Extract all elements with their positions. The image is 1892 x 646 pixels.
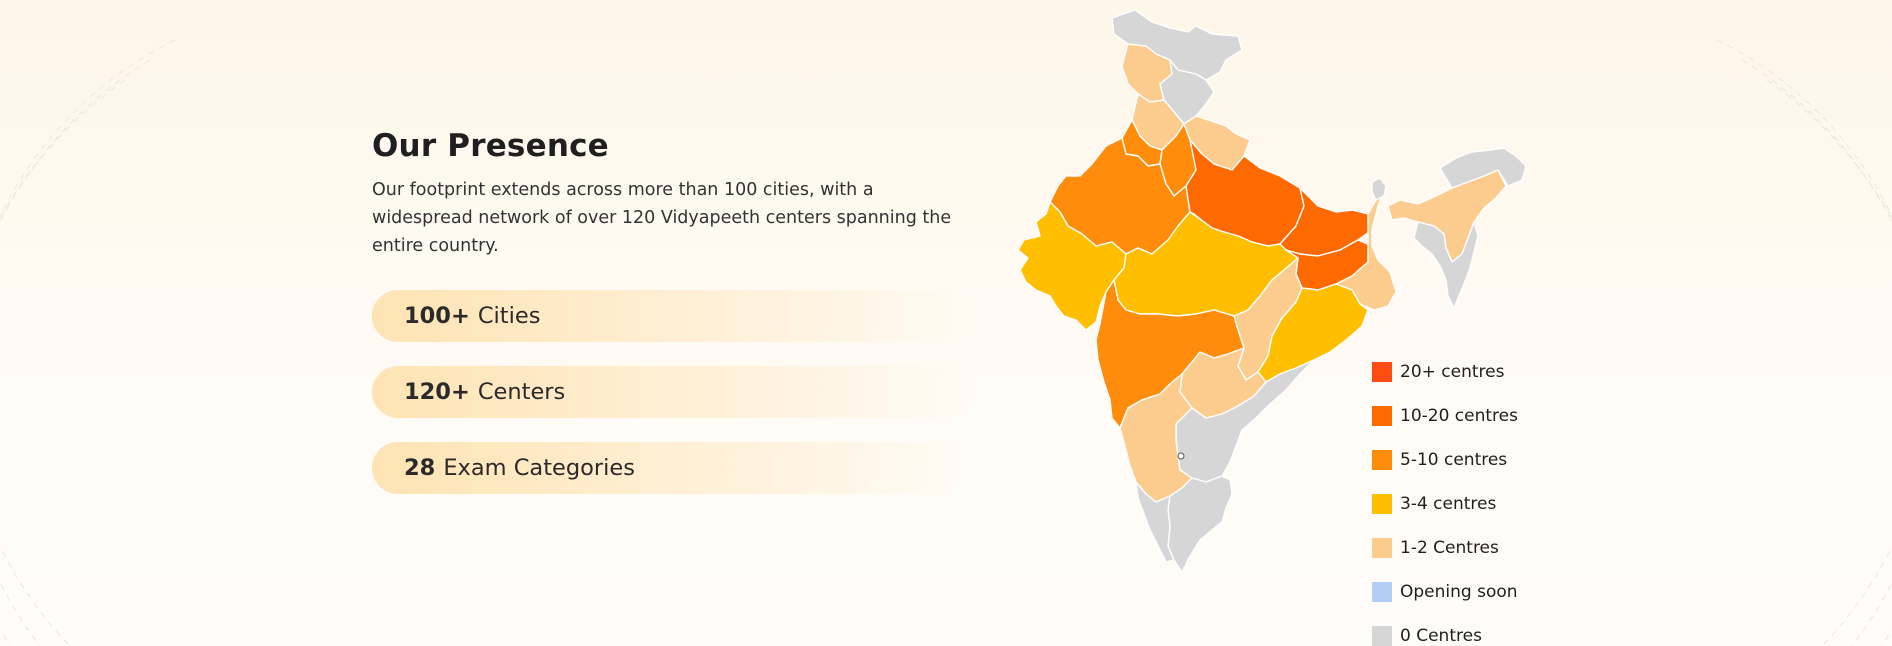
- legend-swatch: [1372, 450, 1392, 470]
- stat-value: 120+: [404, 379, 470, 405]
- legend-swatch: [1372, 494, 1392, 514]
- legend-swatch: [1372, 362, 1392, 382]
- section-description: Our footprint extends across more than 1…: [372, 180, 952, 256]
- india-map: [1015, 6, 1535, 576]
- region-kerala[interactable]: [1135, 481, 1175, 563]
- stat-label: Cities: [477, 303, 541, 329]
- legend-label: 10-20 centres: [1400, 406, 1518, 426]
- map-city-marker: [1177, 452, 1185, 460]
- india-map-svg: [1017, 9, 1527, 573]
- legend-label: 5-10 centres: [1400, 450, 1508, 470]
- legend-label: 20+ centres: [1400, 362, 1505, 382]
- legend-swatch: [1372, 626, 1392, 646]
- region-gujarat[interactable]: [1017, 201, 1127, 331]
- legend-swatch: [1372, 406, 1392, 426]
- legend-label: Opening soon: [1400, 582, 1518, 602]
- stat-cities: 100+ Cities: [372, 290, 972, 342]
- region-northeast[interactable]: [1387, 169, 1507, 263]
- stat-label: Exam Categories: [443, 455, 635, 481]
- legend-label: 0 Centres: [1400, 626, 1482, 646]
- legend-item-10-20: 10-20 centres: [1372, 394, 1582, 438]
- presence-section: Our Presence Our footprint extends acros…: [372, 128, 992, 518]
- stats-list: 100+ Cities 120+ Centers 28 Exam Categor…: [372, 290, 992, 494]
- stat-value: 28: [404, 455, 436, 481]
- legend-item-3-4: 3-4 centres: [1372, 482, 1582, 526]
- legend-swatch: [1372, 538, 1392, 558]
- legend-item-20plus: 20+ centres: [1372, 350, 1582, 394]
- stat-centers: 120+ Centers: [372, 366, 972, 418]
- map-legend: 20+ centres 10-20 centres 5-10 centres 3…: [1372, 350, 1582, 646]
- legend-swatch: [1372, 582, 1392, 602]
- legend-label: 3-4 centres: [1400, 494, 1497, 514]
- stat-exam-categories: 28 Exam Categories: [372, 442, 972, 494]
- region-arunachal[interactable]: [1439, 147, 1527, 189]
- region-west-bengal[interactable]: [1335, 189, 1397, 311]
- legend-label: 1-2 Centres: [1400, 538, 1499, 558]
- legend-item-opening-soon: Opening soon: [1372, 570, 1582, 614]
- section-title: Our Presence: [372, 128, 609, 164]
- legend-item-5-10: 5-10 centres: [1372, 438, 1582, 482]
- legend-item-zero: 0 Centres: [1372, 614, 1582, 646]
- legend-item-1-2: 1-2 Centres: [1372, 526, 1582, 570]
- stat-label: Centers: [477, 379, 566, 405]
- region-sikkim[interactable]: [1371, 177, 1387, 201]
- region-tamil-nadu[interactable]: [1167, 475, 1233, 573]
- region-northeast-south[interactable]: [1413, 221, 1479, 309]
- stat-value: 100+: [404, 303, 470, 329]
